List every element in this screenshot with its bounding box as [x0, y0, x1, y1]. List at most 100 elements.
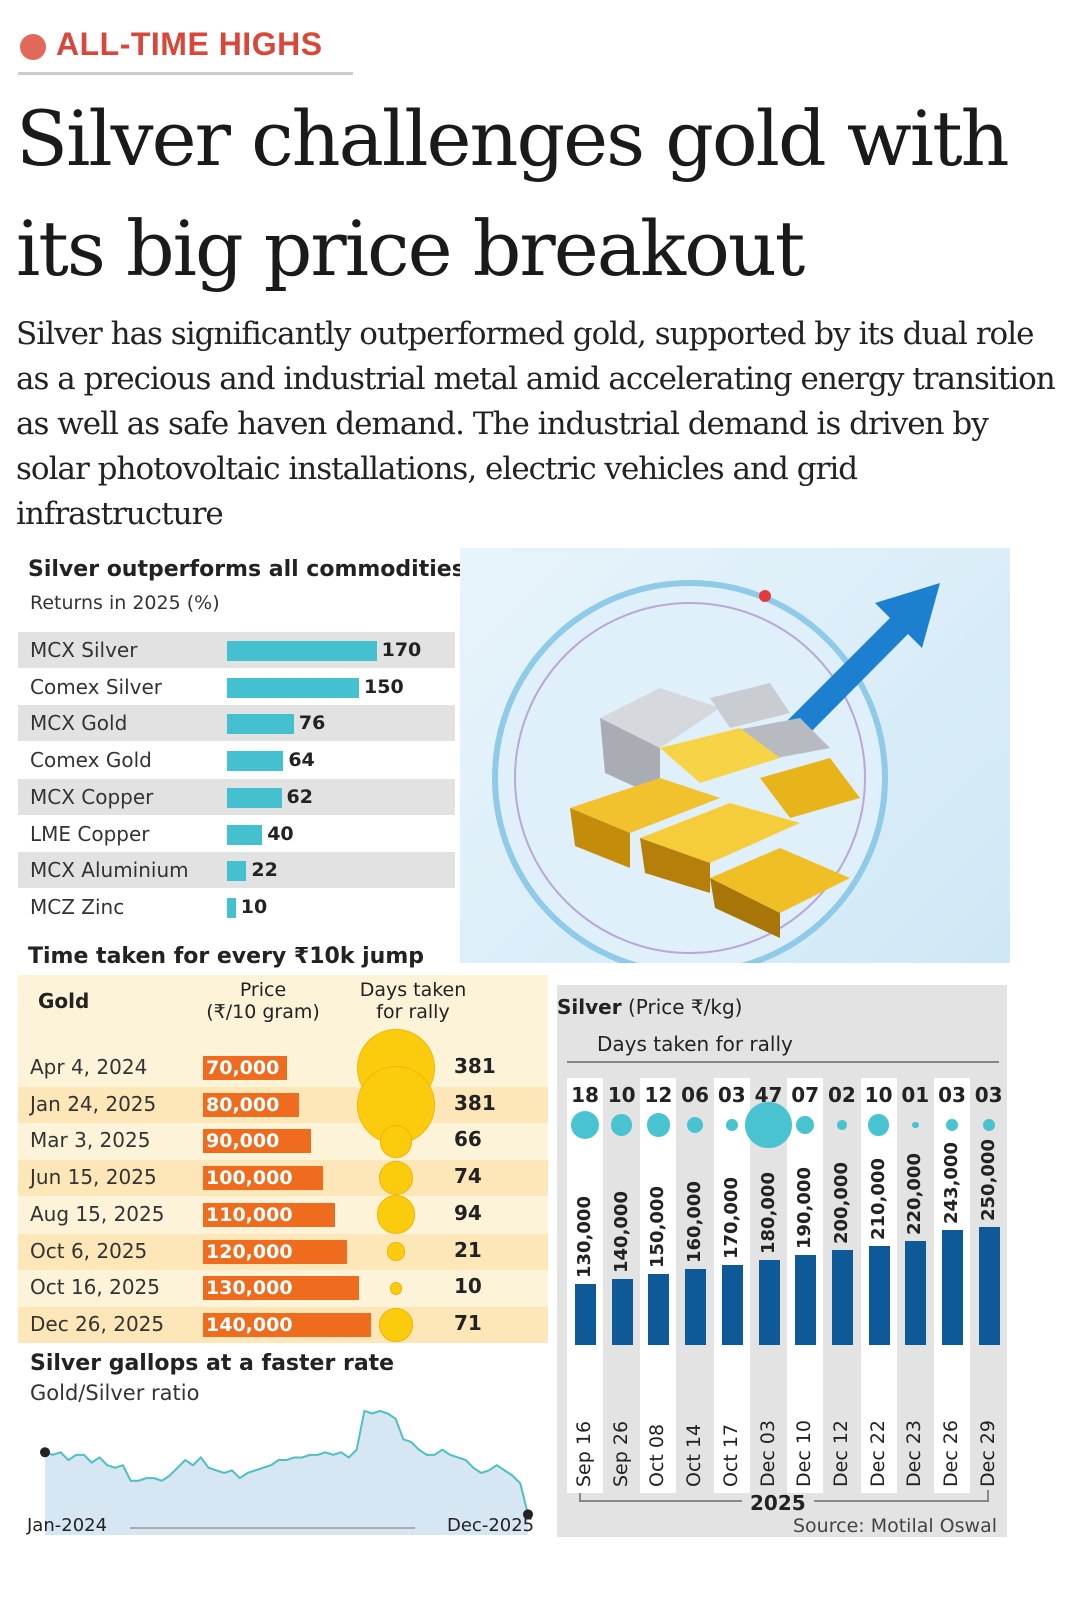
- commodities-chart-title: Silver outperforms all commodities: [28, 557, 465, 582]
- gold-days: 10: [454, 1274, 482, 1299]
- tag-dot-icon: [20, 34, 46, 60]
- gold-row: Aug 15, 2025 110,000 94: [18, 1197, 548, 1233]
- silver-price-label: 140,000: [610, 1190, 632, 1273]
- commodity-value: 76: [298, 712, 326, 735]
- gold-date: Jun 15, 2025: [30, 1165, 157, 1190]
- gold-days-bubble: [379, 1125, 413, 1158]
- silver-days-bubble: [982, 1119, 995, 1131]
- days-header: Days taken for rally: [359, 979, 467, 1023]
- gold-rally-table: Gold Price (₹/10 gram) Days taken for ra…: [18, 975, 548, 1343]
- silver-days-label: 03: [974, 1083, 1003, 1107]
- commodity-label: Comex Silver: [30, 674, 163, 699]
- silver-price-label: 170,000: [720, 1176, 742, 1259]
- gold-date: Apr 4, 2024: [30, 1055, 148, 1079]
- silver-date-label: Sep 16: [573, 1420, 595, 1487]
- silver-date-label: Dec 26: [940, 1420, 962, 1487]
- silver-price-label: 220,000: [904, 1152, 926, 1235]
- silver-days-bubble: [610, 1114, 633, 1136]
- gold-days: 94: [454, 1200, 482, 1225]
- ratio-area-chart: [40, 1409, 533, 1535]
- silver-price-bar: [905, 1240, 927, 1345]
- silver-days-label: 03: [938, 1083, 966, 1107]
- gold-date: Oct 6, 2025: [30, 1238, 148, 1263]
- silver-days-label: Days taken for rally: [597, 1032, 793, 1056]
- ratio-end-point: [523, 1509, 533, 1520]
- headline: Silver challenges gold with its big pric…: [16, 94, 1010, 293]
- commodity-label: MCX Silver: [30, 638, 138, 662]
- gold-row: Jan 24, 2025 80,000 381: [18, 1086, 548, 1123]
- commodity-bar: [227, 824, 263, 845]
- silver-days-label: 10: [864, 1083, 893, 1107]
- silver-date-label: Dec 22: [866, 1420, 889, 1487]
- silver-days-label: 07: [791, 1083, 820, 1107]
- gold-date: Oct 16, 2025: [30, 1275, 160, 1300]
- commodity-row: MCX Silver 170: [18, 632, 455, 668]
- year-label: 2025: [742, 1491, 814, 1515]
- commodity-row: MCX Gold 76: [18, 705, 455, 742]
- commodity-value: 150: [364, 675, 404, 698]
- silver-chart-title: Silver (Price ₹/kg): [557, 995, 742, 1019]
- silver-days-label: 02: [827, 1083, 856, 1107]
- tag-divider: [18, 72, 353, 75]
- silver-price-label: 210,000: [867, 1157, 889, 1240]
- gold-row: Apr 4, 2024 70,000 381: [18, 1050, 548, 1086]
- gold-header: Gold: [38, 989, 90, 1013]
- silver-price-label: 180,000: [757, 1171, 779, 1254]
- section-tag: ALL-TIME HIGHS: [56, 26, 323, 62]
- gold-days: 74: [454, 1164, 482, 1189]
- ratio-area-fill: [45, 1410, 528, 1535]
- ratio-x-arrow: [130, 1527, 415, 1529]
- silver-price-label: 200,000: [830, 1162, 852, 1245]
- silver-price-bar: [831, 1250, 853, 1345]
- silver-days-label: 03: [717, 1083, 746, 1107]
- gold-price-bar: 70,000: [203, 1056, 287, 1080]
- silver-date-label: Sep 26: [609, 1420, 632, 1487]
- gold-row: Dec 26, 2025 140,000 71: [18, 1306, 548, 1343]
- silver-date-label: Dec 03: [756, 1420, 779, 1487]
- silver-rally-panel: Silver (Price ₹/kg) Days taken for rally…: [557, 985, 1007, 1537]
- silver-date-label: Oct 08: [646, 1423, 669, 1487]
- gold-date: Aug 15, 2025: [30, 1201, 165, 1226]
- silver-date-label: Dec 23: [903, 1420, 926, 1487]
- commodity-value: 40: [267, 822, 294, 845]
- commodity-value: 64: [288, 749, 315, 772]
- silver-days-bubble: [725, 1119, 738, 1131]
- gold-price-bar: 110,000: [203, 1202, 335, 1227]
- silver-days-bubble: [911, 1121, 919, 1129]
- gold-days: 21: [454, 1237, 482, 1262]
- silver-price-label: 243,000: [941, 1142, 962, 1225]
- silver-days-bubble: [745, 1101, 792, 1149]
- commodity-row: MCZ Zinc 10: [18, 889, 455, 925]
- commodity-row: LME Copper 40: [18, 816, 455, 852]
- ratio-x-end: Dec-2025: [447, 1515, 535, 1536]
- gold-silver-illustration: [460, 548, 1010, 963]
- gold-table-title: Time taken for every ₹10k jump: [28, 944, 425, 969]
- silver-price-label: 150,000: [647, 1186, 669, 1269]
- commodity-bar: [227, 897, 236, 918]
- silver-days-label: 06: [681, 1083, 710, 1107]
- commodities-chart-subtitle: Returns in 2025 (%): [30, 592, 220, 614]
- silver-days-bubble: [867, 1114, 890, 1136]
- silver-date-label: Dec 12: [829, 1420, 852, 1487]
- days-axis-line: [567, 1061, 999, 1063]
- silver-price-bar: [795, 1255, 817, 1345]
- silver-title-unit: (Price ₹/kg): [627, 995, 743, 1019]
- silver-price-label: 250,000: [977, 1138, 999, 1221]
- silver-price-label: 130,000: [574, 1195, 595, 1278]
- silver-days-bubble: [837, 1120, 847, 1130]
- gold-days: 71: [454, 1310, 482, 1335]
- commodity-label: Comex Gold: [30, 748, 152, 773]
- source-note: Source: Motilal Oswal: [793, 1515, 997, 1537]
- silver-days-bubble: [946, 1119, 958, 1131]
- intro-paragraph: Silver has significantly outperformed go…: [16, 316, 1056, 532]
- gold-days-bubble: [378, 1160, 414, 1196]
- silver-price-bar: [685, 1269, 707, 1345]
- commodity-value: 10: [240, 895, 268, 918]
- silver-days-label: 12: [644, 1083, 673, 1107]
- bullion-arrow-icon: [492, 580, 940, 963]
- silver-price-bar: [758, 1259, 780, 1345]
- silver-price-bar: [721, 1264, 743, 1345]
- commodity-row: Comex Gold 64: [18, 742, 455, 778]
- gold-days-bubble: [386, 1242, 406, 1261]
- commodity-label: MCX Copper: [30, 784, 154, 809]
